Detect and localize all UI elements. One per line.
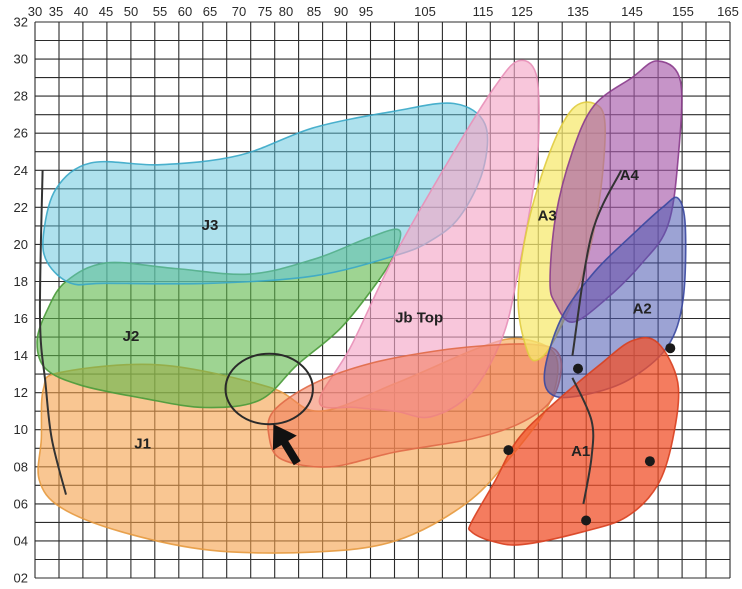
region-label-jb-top: Jb Top: [395, 309, 443, 326]
y-tick-label: 32: [14, 15, 28, 30]
point-marker: [573, 363, 583, 374]
x-tick-label: 165: [717, 4, 739, 19]
region-label-j1: J1: [134, 436, 151, 453]
y-tick-label: 02: [14, 571, 28, 586]
region-label-a2: A2: [633, 300, 652, 317]
y-tick-label: 12: [14, 385, 28, 400]
y-tick-label: 04: [14, 533, 28, 548]
line-a4-diagonal: [571, 169, 623, 356]
y-tick-label: 14: [14, 348, 28, 363]
y-tick-label: 18: [14, 274, 28, 289]
region-label-a1: A1: [571, 443, 590, 460]
line-a1-boundary: [571, 377, 595, 505]
y-tick-label: 26: [14, 126, 28, 141]
regions: [36, 59, 687, 554]
x-tick-label: 70: [232, 4, 246, 19]
x-tick-label: 30: [28, 4, 42, 19]
x-tick-label: 145: [621, 4, 643, 19]
y-tick-label: 06: [14, 496, 28, 511]
x-tick-label: 65: [203, 4, 217, 19]
region-label-j2: J2: [123, 328, 140, 345]
point-marker: [665, 343, 676, 354]
y-tick-labels: 32 30 28 26 24 22 20 18 16 14 12 10 08 06 04 02: [14, 15, 28, 586]
region-label-a4: A4: [620, 167, 640, 184]
y-tick-label: 20: [14, 237, 28, 252]
y-tick-label: 28: [14, 89, 28, 104]
region-label-j3: J3: [202, 217, 219, 234]
x-tick-label: 135: [567, 4, 589, 19]
region-label-a3: A3: [538, 208, 557, 225]
point-marker: [503, 445, 514, 456]
x-tick-label: 85: [307, 4, 321, 19]
x-tick-label: 75: [258, 4, 272, 19]
y-tick-label: 30: [14, 52, 28, 67]
boundary-lines: [38, 169, 623, 505]
y-tick-label: 16: [14, 311, 28, 326]
arrow-head-icon: [272, 424, 297, 451]
markers: [503, 343, 676, 526]
region-a1: [467, 336, 680, 546]
point-marker: [644, 456, 655, 467]
x-tick-label: 125: [511, 4, 533, 19]
x-tick-label: 90: [334, 4, 348, 19]
x-tick-label: 95: [359, 4, 373, 19]
x-tick-label: 80: [279, 4, 293, 19]
annotations: [224, 352, 314, 466]
x-tick-label: 115: [473, 4, 494, 19]
y-tick-label: 08: [14, 459, 28, 474]
line-left-boundary: [38, 170, 67, 495]
x-tick-label: 55: [153, 4, 167, 19]
region-labels: J1 J2 J3 Jb Top A3 A4 A2 A1: [123, 167, 652, 460]
x-tick-label: 155: [672, 4, 694, 19]
x-tick-label: 50: [124, 4, 138, 19]
y-tick-label: 10: [14, 422, 28, 437]
y-tick-label: 22: [14, 200, 28, 215]
x-tick-label: 60: [178, 4, 192, 19]
x-tick-label: 105: [414, 4, 436, 19]
x-tick-label: 40: [74, 4, 88, 19]
point-marker: [581, 515, 592, 526]
y-tick-label: 24: [14, 163, 28, 178]
highlight-circle: [224, 352, 314, 426]
x-tick-label: 35: [49, 4, 63, 19]
x-tick-label: 45: [99, 4, 113, 19]
x-tick-labels: 30 35 40 45 50 55 60 65 70 75 80 85 90 95 105 115 125 135…: [28, 4, 739, 19]
